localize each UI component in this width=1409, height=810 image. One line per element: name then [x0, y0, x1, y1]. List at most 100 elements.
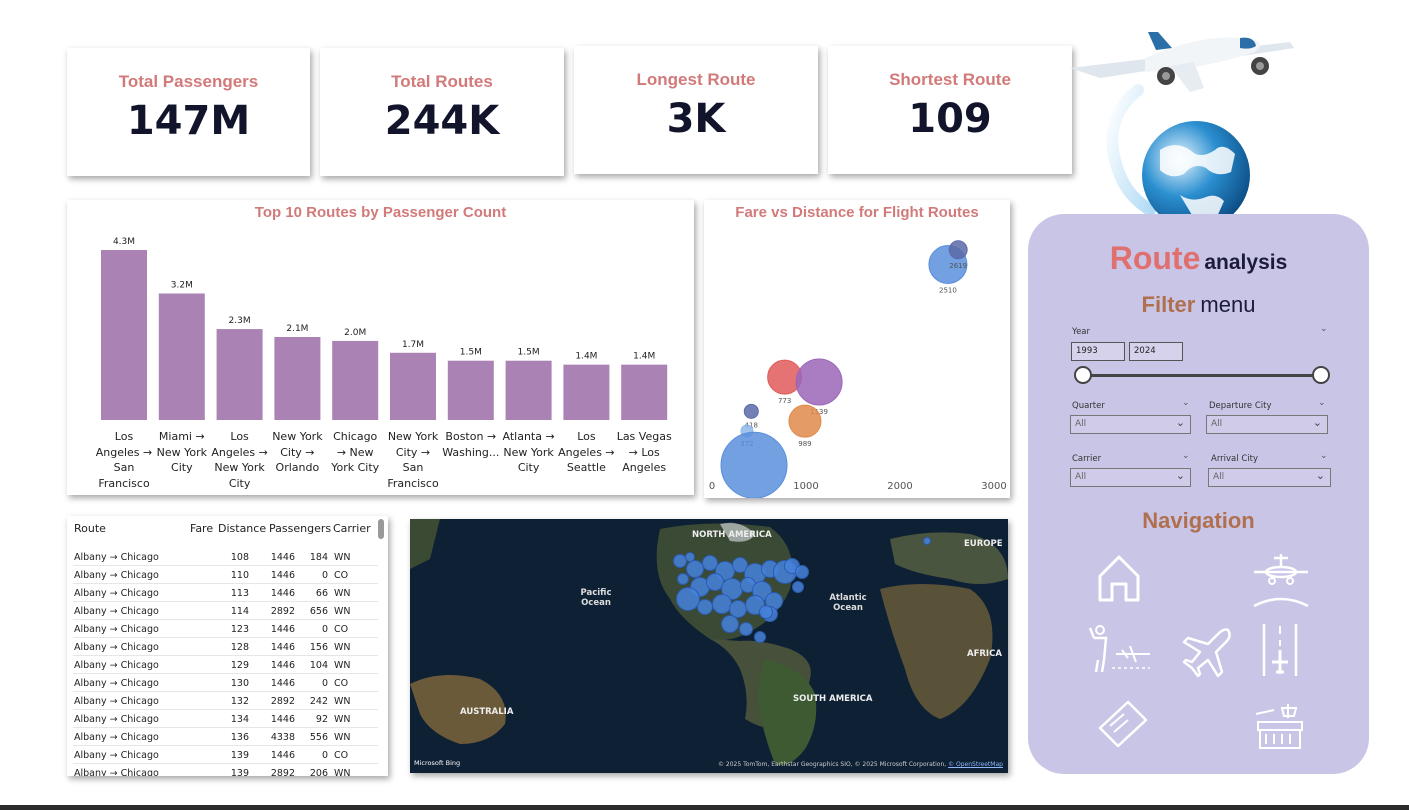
- col-header-route[interactable]: Route: [74, 522, 106, 535]
- table-cell: CO: [334, 570, 349, 581]
- departure-city-select[interactable]: All ⌄: [1206, 415, 1328, 434]
- airport-terminal-icon[interactable]: [1254, 700, 1306, 752]
- ground-crew-icon[interactable]: [1088, 624, 1152, 674]
- scatter-point: [788, 404, 822, 438]
- table-row[interactable]: Albany → Chicago 128 1446 156 WN: [73, 638, 378, 656]
- table-cell: Albany → Chicago: [74, 768, 159, 776]
- chevron-down-icon: ⌄: [1315, 469, 1325, 482]
- table-cell: Albany → Chicago: [74, 714, 159, 725]
- category-line: San: [402, 461, 424, 474]
- bar: [101, 250, 147, 420]
- bar: [447, 360, 494, 420]
- airplane-takeoff-icon[interactable]: [1250, 548, 1312, 610]
- table-cell: 110: [230, 570, 249, 581]
- table-row[interactable]: Albany → Chicago 110 1446 0 CO: [73, 566, 378, 584]
- osm-link[interactable]: © OpenStreetMap: [948, 761, 1003, 768]
- year-slider-end-handle[interactable]: [1312, 366, 1330, 384]
- table-row[interactable]: Albany → Chicago 108 1446 184 WN: [73, 548, 378, 566]
- year-label: Year: [1072, 327, 1090, 337]
- table-row[interactable]: Albany → Chicago 129 1446 104 WN: [73, 656, 378, 674]
- table-cell: Albany → Chicago: [74, 750, 159, 761]
- table-cell: 114: [230, 606, 249, 617]
- table-row[interactable]: Albany → Chicago 114 2892 656 WN: [73, 602, 378, 620]
- table-cell: WN: [334, 606, 351, 617]
- bar-chart: 4.3M 3.2M 2.3M 2.1M 2.0M 1.7M 1.5M 1.5M 1.4M 1.4M: [101, 237, 668, 420]
- year-end-input[interactable]: 2024: [1129, 342, 1183, 361]
- col-header-distance[interactable]: Distance: [218, 522, 267, 535]
- ticket-icon[interactable]: [1094, 698, 1150, 752]
- table-cell: WN: [334, 660, 351, 671]
- bar-data-label: 2.3M: [229, 316, 251, 326]
- bar: [158, 293, 205, 420]
- chevron-down-icon[interactable]: ⌄: [1182, 451, 1190, 461]
- kpi-label: Total Routes: [391, 72, 493, 91]
- scatter-point: [743, 403, 759, 419]
- table-row[interactable]: Albany → Chicago 136 4338 556 WN: [73, 728, 378, 746]
- table-cell: Albany → Chicago: [74, 696, 159, 707]
- category-line: Angeles: [622, 461, 667, 474]
- table-cell: 1446: [270, 552, 295, 563]
- table-cell: 66: [315, 588, 328, 599]
- col-header-fare[interactable]: Fare: [190, 522, 214, 535]
- table-row[interactable]: Albany → Chicago 134 1446 92 WN: [73, 710, 378, 728]
- table-cell: 1446: [270, 570, 295, 581]
- kpi-label: Total Passengers: [118, 72, 259, 91]
- table-cell: 139: [230, 768, 249, 776]
- runway-icon[interactable]: [1260, 622, 1300, 678]
- carrier-select[interactable]: All ⌄: [1070, 468, 1191, 487]
- chevron-down-icon[interactable]: ⌄: [1318, 398, 1326, 408]
- category-line: → New: [336, 445, 374, 459]
- table-cell: 1446: [270, 642, 295, 653]
- table-row[interactable]: Albany → Chicago 130 1446 0 CO: [73, 674, 378, 692]
- x-tick-label: 0: [709, 481, 715, 492]
- table-cell: 139: [230, 750, 249, 761]
- table-cell: 1446: [270, 660, 295, 671]
- sidebar-panel: Route analysis Filter menu Year ⌄ 1993 20…: [1028, 214, 1369, 774]
- kpi-value: 109: [908, 96, 992, 142]
- table-row[interactable]: Albany → Chicago 139 1446 0 CO: [73, 746, 378, 764]
- scatter-chart: 2510261977311399894183724470100020003000: [709, 240, 1007, 498]
- sidebar-title: Route analysis: [1028, 240, 1369, 277]
- col-header-carrier[interactable]: Carrier: [333, 522, 371, 535]
- category-line: Orlando: [275, 461, 320, 474]
- chevron-down-icon[interactable]: ⌄: [1320, 324, 1328, 334]
- table-cell: 92: [315, 714, 328, 725]
- filter-word: Filter: [1141, 292, 1196, 317]
- table-cell: 0: [321, 570, 328, 581]
- table-row[interactable]: Albany → Chicago 132 2892 242 WN: [73, 692, 378, 710]
- year-start-input[interactable]: 1993: [1071, 342, 1125, 361]
- table-row[interactable]: Albany → Chicago 123 1446 0 CO: [73, 620, 378, 638]
- bar-data-label: 2.0M: [344, 328, 366, 338]
- route-table[interactable]: Route Fare Distance Passengers Carrier A…: [67, 516, 388, 776]
- bar-category-label: Los Angeles → New York City: [210, 429, 270, 491]
- bar-data-label: 3.2M: [171, 280, 193, 290]
- route-bubble: [677, 573, 689, 585]
- table-scrollbar[interactable]: [378, 519, 384, 539]
- carrier-label: Carrier: [1072, 454, 1102, 464]
- kpi-total-routes: Total Routes 244K: [320, 48, 564, 176]
- map-attribution: © 2025 TomTom, Earthstar Geographics SIO…: [718, 761, 1003, 768]
- chevron-down-icon[interactable]: ⌄: [1182, 398, 1190, 408]
- category-line: → Los: [628, 445, 660, 459]
- year-slider-track[interactable]: [1083, 374, 1321, 377]
- map-label-pacific: Pacific Ocean: [580, 588, 612, 608]
- chevron-down-icon[interactable]: ⌄: [1320, 451, 1328, 461]
- table-row[interactable]: Albany → Chicago 139 2892 206 WN: [73, 764, 378, 776]
- chevron-down-icon: ⌄: [1175, 469, 1185, 482]
- route-map[interactable]: NORTH AMERICA Pacific Ocean Atlantic Oce…: [410, 519, 1008, 773]
- x-tick-label: 1000: [793, 481, 818, 492]
- category-line: Miami →: [158, 430, 205, 443]
- table-cell: 1446: [270, 588, 295, 599]
- table-cell: 134: [230, 714, 249, 725]
- route-bubble: [792, 581, 804, 593]
- home-icon[interactable]: [1096, 552, 1142, 604]
- col-header-passengers[interactable]: Passengers: [269, 522, 332, 535]
- quarter-select[interactable]: All ⌄: [1070, 415, 1191, 434]
- year-slider-start-handle[interactable]: [1074, 366, 1092, 384]
- table-row[interactable]: Albany → Chicago 113 1446 66 WN: [73, 584, 378, 602]
- airplane-icon[interactable]: [1178, 624, 1234, 680]
- category-line: New York: [272, 430, 323, 443]
- menu-word: menu: [1200, 292, 1256, 317]
- arrival-city-select[interactable]: All ⌄: [1208, 468, 1331, 487]
- departure-city-label: Departure City: [1209, 401, 1272, 411]
